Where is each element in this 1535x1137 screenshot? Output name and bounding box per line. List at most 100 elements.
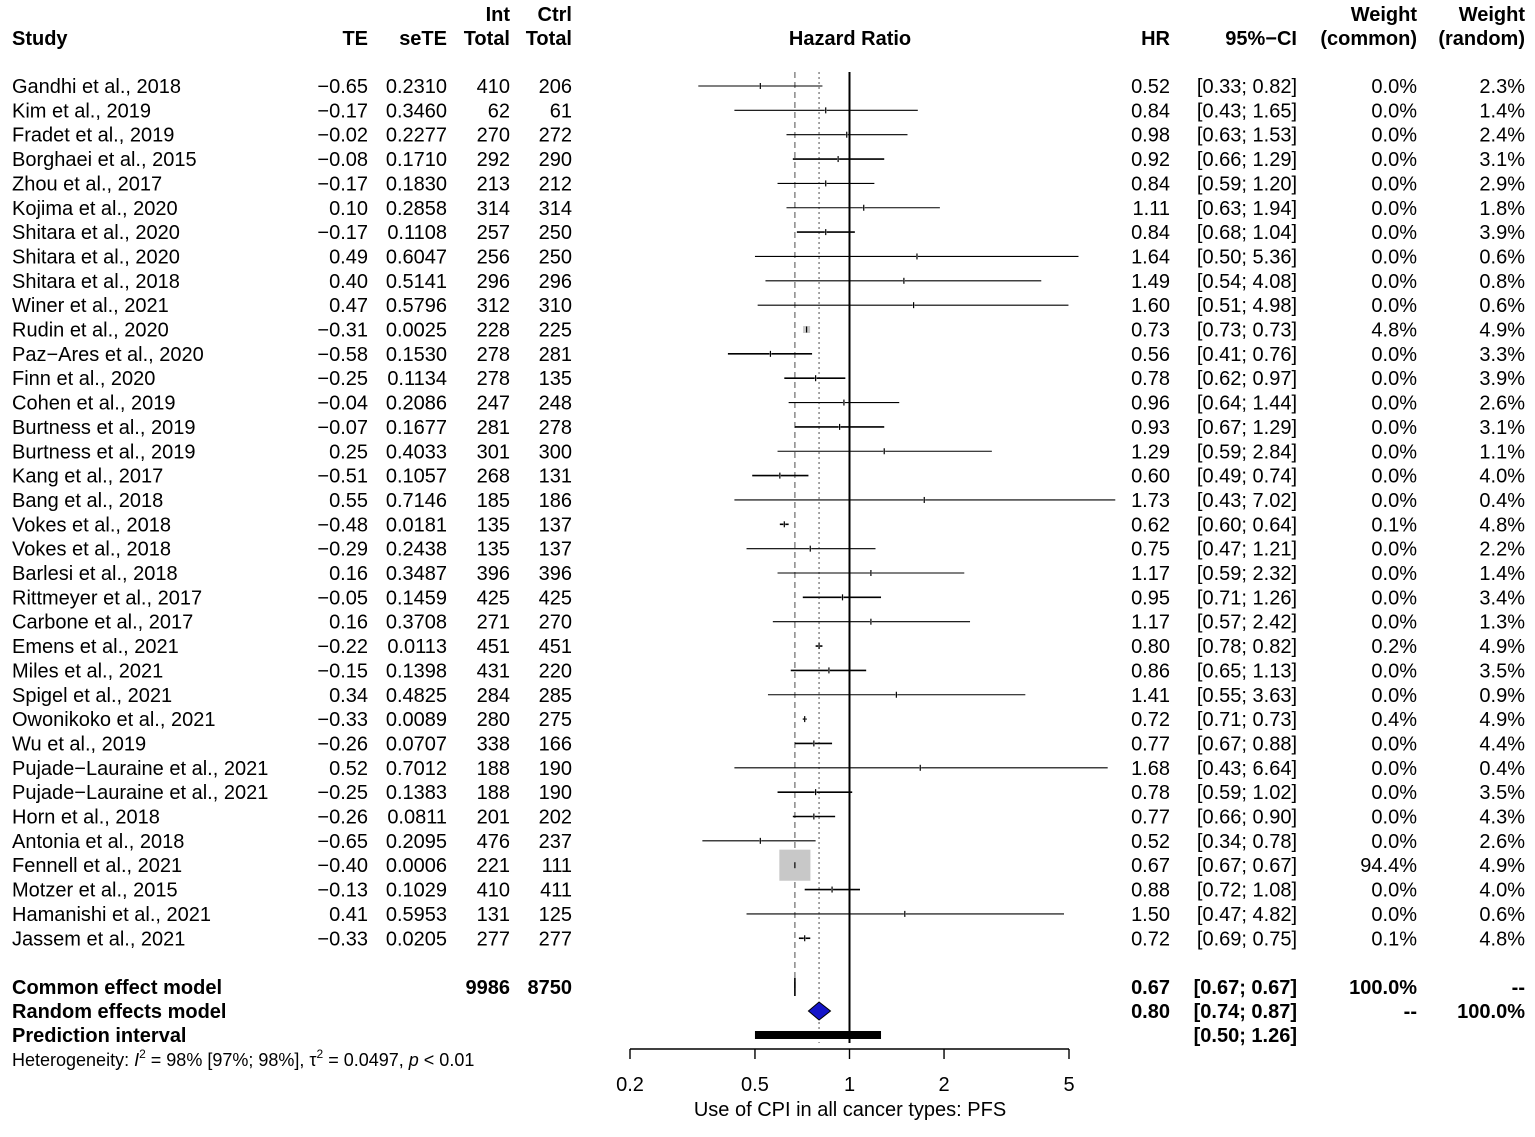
ctrl-total: 206	[539, 76, 572, 98]
ctrl-total: 166	[539, 733, 572, 755]
ci-value: [0.49; 0.74]	[1197, 466, 1297, 488]
sete-value: 0.5953	[386, 904, 447, 926]
te-value: −0.29	[317, 539, 368, 561]
ci-value: [0.66; 1.29]	[1197, 149, 1297, 171]
int-total: 188	[477, 758, 510, 780]
weight-random: 3.5%	[1479, 660, 1525, 682]
study-label: Gandhi et al., 2018	[12, 76, 181, 98]
ctrl-total: 125	[539, 904, 572, 926]
int-total: 268	[477, 466, 510, 488]
x-tick-label: 2	[938, 1074, 949, 1096]
ctrl-total: 396	[539, 563, 572, 585]
te-value: −0.58	[317, 344, 368, 366]
ctrl-total: 310	[539, 295, 572, 317]
header-int: Int	[486, 4, 511, 26]
study-label: Fennell et al., 2021	[12, 855, 182, 877]
weight-random: 3.4%	[1479, 587, 1525, 609]
ctrl-total: 137	[539, 514, 572, 536]
header-int-total: Total	[464, 28, 510, 50]
sete-value: 0.1029	[386, 880, 447, 902]
sete-value: 0.1057	[386, 466, 447, 488]
hr-value: 0.77	[1131, 733, 1170, 755]
te-value: 0.34	[329, 685, 368, 707]
weight-random: 1.4%	[1479, 100, 1525, 122]
sete-value: 0.2095	[386, 831, 447, 853]
sete-value: 0.4033	[386, 441, 447, 463]
hr-value: 0.67	[1131, 855, 1170, 877]
header-ctrl: Ctrl	[538, 4, 572, 26]
ctrl-total: 296	[539, 271, 572, 293]
sete-value: 0.1108	[387, 222, 447, 244]
sete-value: 0.3708	[386, 612, 447, 634]
study-label: Horn et al., 2018	[12, 807, 160, 829]
te-value: −0.15	[317, 660, 368, 682]
sete-value: 0.0025	[386, 320, 447, 342]
int-total: 270	[477, 125, 510, 147]
ctrl-total: 135	[539, 368, 572, 390]
random-weight-random: 100.0%	[1457, 1001, 1525, 1023]
study-label: Pujade−Lauraine et al., 2021	[12, 758, 268, 780]
te-value: −0.02	[317, 125, 368, 147]
study-label: Pujade−Lauraine et al., 2021	[12, 782, 268, 804]
ctrl-total: 137	[539, 539, 572, 561]
weight-common: 0.0%	[1371, 539, 1417, 561]
study-label: Spigel et al., 2021	[12, 685, 172, 707]
te-value: −0.08	[317, 149, 368, 171]
ci-value: [0.67; 0.67]	[1197, 855, 1297, 877]
ci-value: [0.71; 1.26]	[1197, 587, 1297, 609]
study-label: Rittmeyer et al., 2017	[12, 587, 202, 609]
ci-value: [0.50; 5.36]	[1197, 246, 1297, 268]
weight-common: 0.1%	[1371, 928, 1417, 950]
te-value: −0.04	[317, 393, 368, 415]
weight-random: 3.1%	[1479, 149, 1525, 171]
study-label: Wu et al., 2019	[12, 733, 146, 755]
ci-value: [0.60; 0.64]	[1197, 514, 1297, 536]
te-value: −0.25	[317, 368, 368, 390]
int-total: 314	[477, 198, 510, 220]
te-value: 0.47	[329, 295, 368, 317]
weight-common: 0.2%	[1371, 636, 1417, 658]
header-weight-random-sub: (random)	[1438, 28, 1525, 50]
ci-value: [0.65; 1.13]	[1197, 660, 1297, 682]
weight-common: 0.0%	[1371, 125, 1417, 147]
hr-value: 0.72	[1131, 928, 1170, 950]
hr-value: 0.78	[1131, 782, 1170, 804]
hr-value: 0.60	[1131, 466, 1170, 488]
weight-random: 1.3%	[1479, 612, 1525, 634]
int-total: 451	[477, 636, 510, 658]
weight-common: 0.0%	[1371, 563, 1417, 585]
study-label: Kim et al., 2019	[12, 100, 151, 122]
weight-random: 4.0%	[1479, 880, 1525, 902]
weight-common: 0.0%	[1371, 758, 1417, 780]
ctrl-total: 61	[550, 100, 572, 122]
te-value: −0.07	[317, 417, 368, 439]
te-value: −0.22	[317, 636, 368, 658]
ci-value: [0.57; 2.42]	[1197, 612, 1297, 634]
weight-common: 0.0%	[1371, 660, 1417, 682]
sete-value: 0.1398	[386, 660, 447, 682]
x-tick-label: 5	[1063, 1074, 1074, 1096]
te-value: −0.17	[317, 222, 368, 244]
weight-random: 2.6%	[1479, 831, 1525, 853]
int-total: 271	[477, 612, 510, 634]
int-total: 410	[477, 880, 510, 902]
study-label: Motzer et al., 2015	[12, 880, 178, 902]
x-tick-label: 0.2	[616, 1074, 644, 1096]
int-total: 213	[477, 173, 510, 195]
te-value: 0.55	[329, 490, 368, 512]
ci-value: [0.67; 0.88]	[1197, 733, 1297, 755]
random-effects-label: Random effects model	[12, 1001, 226, 1023]
study-label: Paz−Ares et al., 2020	[12, 344, 204, 366]
ctrl-total: 186	[539, 490, 572, 512]
sete-value: 0.0707	[386, 733, 447, 755]
te-value: 0.25	[329, 441, 368, 463]
ci-value: [0.72; 1.08]	[1197, 880, 1297, 902]
weight-common: 0.0%	[1371, 76, 1417, 98]
int-total: 292	[477, 149, 510, 171]
study-label: Shitara et al., 2018	[12, 271, 180, 293]
header-ctrl-total: Total	[526, 28, 572, 50]
sete-value: 0.4825	[386, 685, 447, 707]
prediction-interval-ci: [0.50; 1.26]	[1194, 1025, 1297, 1047]
hr-value: 0.56	[1131, 344, 1170, 366]
ctrl-total: 190	[539, 782, 572, 804]
